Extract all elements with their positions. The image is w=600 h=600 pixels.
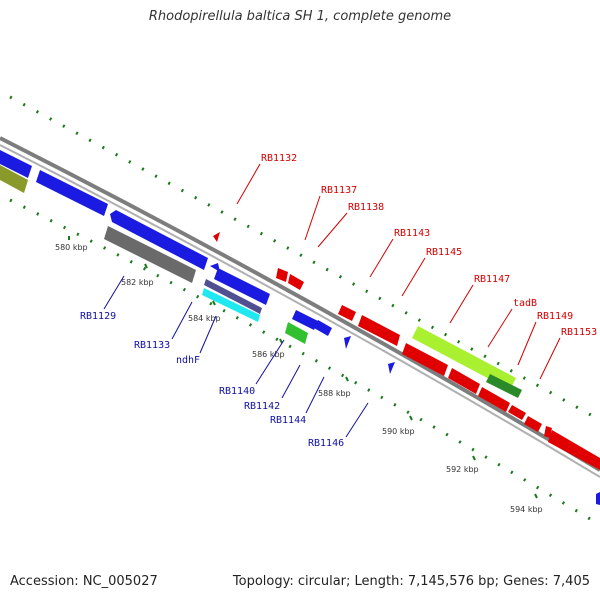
- scale-label: 590 kbp: [382, 427, 415, 436]
- gene-red-6: [508, 405, 526, 420]
- gene-darkgreen: [486, 374, 522, 398]
- leader-line: [401, 257, 426, 297]
- leader-line: [281, 364, 301, 399]
- scale-label: 586 kbp: [252, 350, 285, 359]
- leader-line: [539, 337, 561, 380]
- scale-label: 592 kbp: [446, 465, 479, 474]
- gene-red-small-2: [276, 268, 288, 282]
- leader-line: [317, 212, 348, 248]
- gene-label-RB1142: RB1142: [244, 401, 280, 412]
- gene-red-5: [478, 387, 510, 412]
- leader-line: [199, 315, 217, 354]
- gene-label-RB1133: RB1133: [134, 340, 170, 351]
- leader-line: [345, 402, 369, 438]
- gene-blue-1: [0, 150, 32, 178]
- gene-label-RB1147: RB1147: [474, 274, 510, 285]
- scale-label: 588 kbp: [318, 389, 351, 398]
- gene-label-RB1132: RB1132: [261, 153, 297, 164]
- scale-tick: [279, 338, 283, 344]
- gene-blue-3: [110, 210, 208, 270]
- gene-label-RB1146: RB1146: [308, 438, 344, 449]
- gene-label-tadB: tadB: [513, 298, 537, 309]
- scale-tick: [534, 493, 538, 499]
- gene-red-2: [358, 315, 400, 346]
- gene-label-RB1143: RB1143: [394, 228, 430, 239]
- scale-label: 580 kbp: [55, 243, 88, 252]
- leader-line: [236, 163, 261, 205]
- gene-label-RB1129: RB1129: [80, 311, 116, 322]
- leader-line: [487, 308, 513, 348]
- gene-label-RB1145: RB1145: [426, 247, 462, 258]
- gene-blue-8: [344, 336, 351, 349]
- inner-dotted-guide: [9, 198, 600, 527]
- gene-label-RB1144: RB1144: [270, 415, 306, 426]
- gene-label-ndhF: ndhF: [176, 355, 200, 366]
- outer-dotted-guide: [9, 95, 600, 422]
- gene-red-4: [448, 368, 480, 394]
- leader-line: [517, 321, 537, 366]
- scale-label: 594 kbp: [510, 505, 543, 514]
- gene-cyan: [202, 288, 260, 322]
- leader-line: [369, 238, 394, 278]
- gene-red-1: [338, 305, 356, 321]
- gene-blue-6: [292, 310, 318, 330]
- gene-label-RB1149: RB1149: [537, 311, 573, 322]
- leader-line: [305, 376, 325, 414]
- gene-label-RB1138: RB1138: [348, 202, 384, 213]
- scale-label: 584 kbp: [188, 314, 221, 323]
- scale-tick: [345, 376, 349, 382]
- gene-label-RB1140: RB1140: [219, 386, 255, 397]
- gene-green-1: [285, 322, 308, 344]
- gene-red-3: [402, 343, 448, 376]
- leader-line: [171, 301, 193, 340]
- gene-label-RB1153: RB1153: [561, 327, 597, 338]
- leader-line: [304, 195, 321, 241]
- gene-blue-9: [388, 362, 395, 374]
- gene-slate: [204, 279, 262, 314]
- gene-blue-5: [214, 268, 270, 305]
- scale-tick: [212, 300, 216, 306]
- gene-red-small-3: [288, 274, 304, 290]
- backbone-outer: [0, 136, 600, 472]
- gene-blue-7: [314, 320, 332, 336]
- scale-label: 582 kbp: [121, 278, 154, 287]
- gene-blue-2: [36, 170, 108, 216]
- scale-tick: [409, 415, 413, 421]
- map-title: Rhodopirellula baltica SH 1, complete ge…: [148, 9, 452, 24]
- leader-line: [255, 339, 285, 385]
- gene-red-7: [524, 416, 542, 432]
- gene-gray: [104, 226, 196, 283]
- gene-blue-edge: [596, 492, 600, 505]
- accession-text: Accession: NC_005027: [10, 574, 158, 589]
- gene-red-8: [544, 426, 552, 438]
- gene-label-RB1137: RB1137: [321, 185, 357, 196]
- genome-summary-text: Topology: circular; Length: 7,145,576 bp…: [232, 574, 590, 589]
- leader-line: [103, 275, 125, 310]
- scale-tick: [144, 263, 148, 269]
- gene-red-9: [548, 430, 600, 470]
- backbone-inner: [0, 144, 600, 478]
- gene-red-small-1: [213, 232, 220, 242]
- scale-tick: [472, 455, 476, 461]
- gene-olive: [0, 165, 28, 193]
- leader-line: [449, 284, 474, 324]
